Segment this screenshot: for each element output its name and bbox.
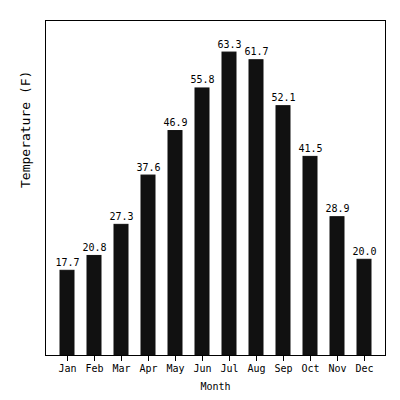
svg-text:20.0: 20.0	[352, 246, 376, 257]
svg-text:41.5: 41.5	[298, 143, 322, 154]
svg-text:17.7: 17.7	[55, 257, 79, 268]
svg-text:Jan: Jan	[58, 363, 76, 374]
svg-text:52.1: 52.1	[271, 92, 295, 103]
svg-text:27.3: 27.3	[109, 211, 133, 222]
svg-text:Aug: Aug	[247, 363, 265, 374]
svg-text:20.8: 20.8	[82, 242, 106, 253]
svg-text:61.7: 61.7	[244, 46, 268, 57]
svg-text:May: May	[166, 363, 184, 374]
svg-text:37.6: 37.6	[136, 162, 160, 173]
svg-text:55.8: 55.8	[190, 74, 214, 85]
svg-text:Jun: Jun	[193, 363, 211, 374]
svg-text:Oct: Oct	[301, 363, 319, 374]
svg-text:28.9: 28.9	[325, 203, 349, 214]
svg-text:Sep: Sep	[274, 363, 292, 374]
svg-text:Temperature (F): Temperature (F)	[18, 71, 33, 188]
svg-text:63.3: 63.3	[217, 39, 241, 50]
svg-text:Dec: Dec	[355, 363, 373, 374]
svg-text:Nov: Nov	[328, 363, 346, 374]
svg-text:Feb: Feb	[85, 363, 103, 374]
svg-text:Jul: Jul	[220, 363, 238, 374]
svg-text:Apr: Apr	[139, 363, 157, 374]
svg-text:Mar: Mar	[112, 363, 130, 374]
svg-text:Month: Month	[200, 381, 230, 392]
svg-text:46.9: 46.9	[163, 117, 187, 128]
